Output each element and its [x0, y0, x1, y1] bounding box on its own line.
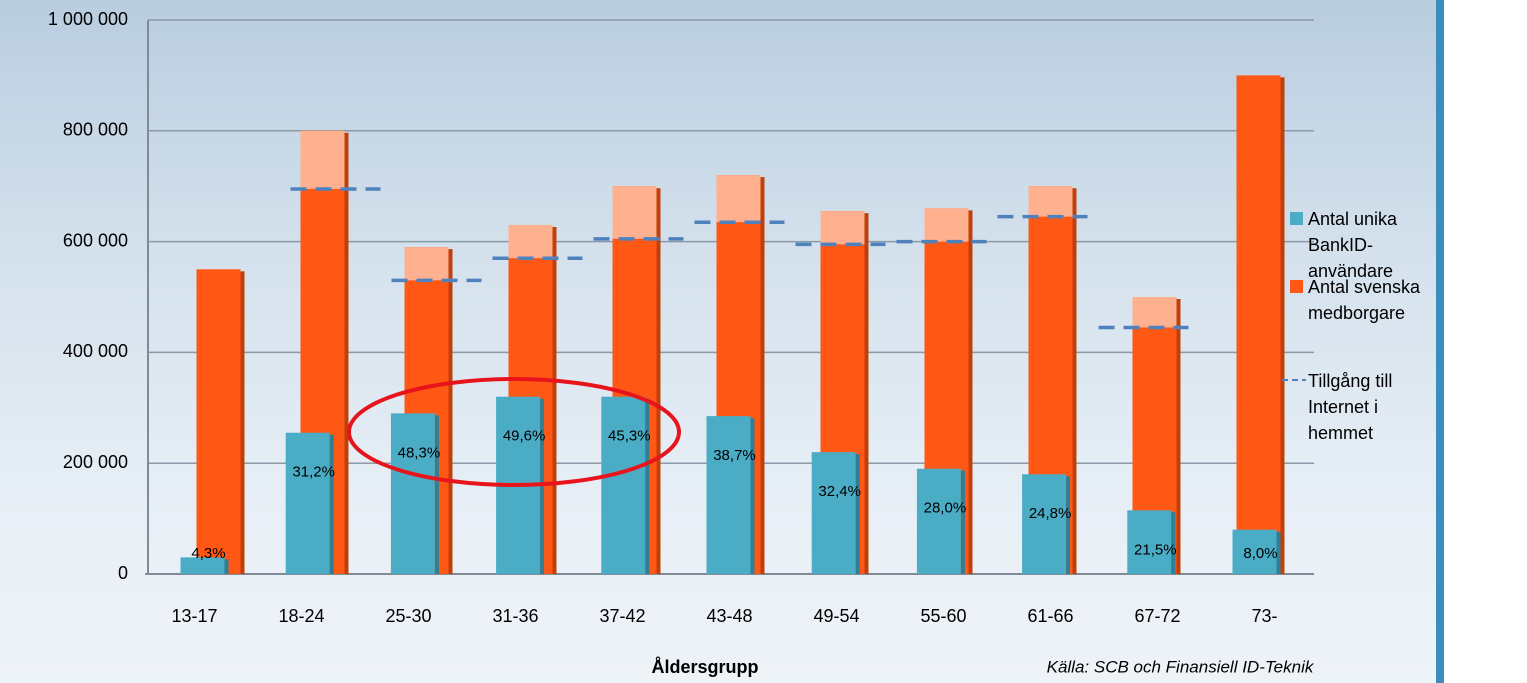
bar-side: [1176, 299, 1181, 574]
bar-side: [344, 132, 349, 575]
share-label: 24,8%: [1029, 505, 1072, 522]
legend-swatch: [1290, 212, 1303, 225]
legend-entry: Antal unika BankID-användare: [1308, 209, 1398, 281]
bar: [811, 452, 856, 574]
bar-side: [552, 226, 557, 575]
bar-upper: [404, 247, 449, 281]
bar: [916, 468, 961, 574]
bar: [390, 413, 435, 574]
legend-swatch: [1290, 280, 1303, 293]
bar: [1127, 510, 1172, 574]
share-label: 49,6%: [503, 428, 546, 445]
share-label: 48,3%: [398, 444, 441, 461]
x-tick-label: 67-72: [1134, 606, 1180, 626]
bar-upper: [300, 130, 345, 189]
bar: [706, 416, 751, 574]
bar-side: [1280, 77, 1285, 575]
bar: [1232, 529, 1277, 574]
bar-side: [1171, 512, 1176, 574]
y-tick-label: 1 000 000: [48, 9, 128, 29]
bar-side: [540, 398, 545, 574]
bar-side: [329, 434, 334, 574]
highlight-ring: [347, 377, 681, 487]
x-tick-label: 49-54: [813, 606, 859, 626]
source: Källa: SCB och Finansiell ID-Teknik: [1047, 657, 1315, 676]
x-tick-label: 13-17: [171, 606, 217, 626]
bar-side: [240, 271, 245, 574]
bar-side: [1276, 531, 1281, 574]
legend-entry: Antal svenska medborgare: [1308, 277, 1421, 323]
bar-upper: [1132, 297, 1177, 328]
x-tick-label: 18-24: [278, 606, 324, 626]
bar-upper: [716, 175, 761, 223]
share-label: 38,7%: [713, 447, 756, 464]
share-label: 31,2%: [292, 464, 335, 481]
share-label: 4,3%: [191, 545, 225, 562]
bar-side: [1066, 476, 1071, 574]
bar-upper: [820, 211, 865, 245]
bar-side: [864, 213, 869, 574]
bar-side: [448, 249, 453, 574]
y-tick-label: 200 000: [63, 452, 128, 472]
bar-side: [968, 210, 973, 575]
x-tick-label: 55-60: [920, 606, 966, 626]
share-label: 21,5%: [1134, 541, 1177, 558]
y-tick-label: 0: [118, 563, 128, 583]
x-tick-label: 43-48: [706, 606, 752, 626]
bar-side: [1072, 188, 1077, 574]
x-tick-label: 37-42: [599, 606, 645, 626]
y-tick-label: 800 000: [63, 120, 128, 140]
legend-entry: Tillgång till Internet i hemmet: [1308, 371, 1393, 443]
x-tick-label: 61-66: [1027, 606, 1073, 626]
x-tick-label: 25-30: [385, 606, 431, 626]
share-label: 28,0%: [924, 500, 967, 517]
bar-upper: [612, 186, 657, 239]
bar: [1022, 474, 1067, 574]
bar-side: [760, 177, 765, 574]
bar-side: [645, 398, 650, 574]
bar-side: [434, 415, 439, 574]
x-tick-label: 73-: [1251, 606, 1277, 626]
bar-side: [750, 418, 755, 574]
share-label: 32,4%: [818, 483, 861, 500]
bar: [285, 432, 330, 574]
share-label: 45,3%: [608, 428, 651, 445]
bar-side: [960, 470, 965, 574]
x-axis-label: Åldersgrupp: [651, 657, 758, 677]
bar: [180, 557, 225, 574]
bar: [196, 269, 241, 574]
share-label: 8,0%: [1243, 545, 1277, 562]
frame-border: [1436, 0, 1444, 683]
bar-side: [656, 188, 661, 574]
bar-side: [224, 559, 229, 574]
y-tick-label: 400 000: [63, 341, 128, 361]
bar: [601, 396, 646, 574]
bar-upper: [1028, 186, 1073, 217]
bar: [1236, 75, 1281, 575]
bar-upper: [924, 208, 969, 242]
margin: [1444, 0, 1527, 683]
y-tick-label: 600 000: [63, 230, 128, 250]
x-tick-label: 31-36: [492, 606, 538, 626]
bar-side: [855, 454, 860, 574]
bar-upper: [508, 224, 553, 259]
